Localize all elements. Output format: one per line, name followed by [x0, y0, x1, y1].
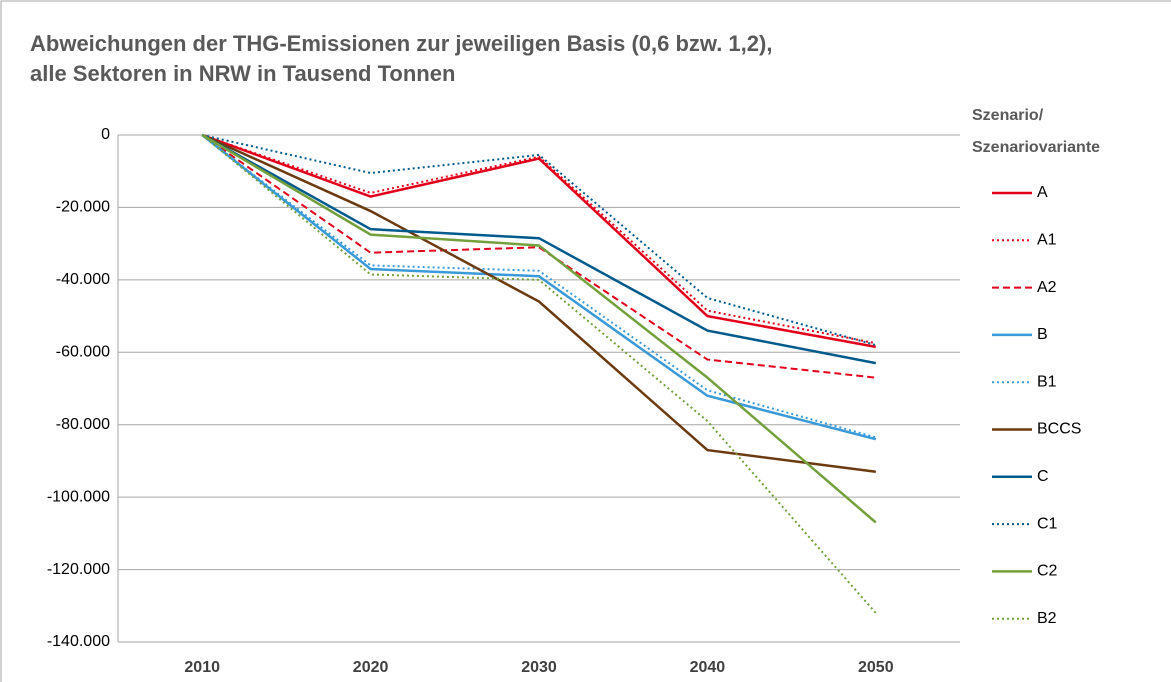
y-tick-label: 0 — [101, 126, 110, 143]
y-tick-label: -60.000 — [56, 344, 110, 361]
series-line — [201, 134, 877, 441]
legend-title: Szenariovariante — [972, 139, 1100, 156]
legend-label: C1 — [1037, 515, 1058, 532]
legend-label: B1 — [1037, 373, 1057, 390]
series-line — [201, 134, 877, 439]
legend-label: A2 — [1037, 279, 1057, 296]
series-line — [201, 133, 877, 524]
y-tick-label: -120.000 — [47, 561, 110, 578]
chart-title: Abweichungen der THG-Emissionen zur jewe… — [30, 31, 772, 56]
series-line — [201, 134, 877, 347]
legend-label: BCCS — [1037, 421, 1081, 438]
x-tick-label: 2030 — [521, 659, 557, 676]
series-line — [201, 134, 877, 614]
legend-label: B2 — [1037, 610, 1057, 627]
series-line — [201, 134, 876, 345]
x-tick-label: 2020 — [353, 659, 389, 676]
series-line — [201, 134, 876, 379]
x-tick-label: 2050 — [858, 659, 894, 676]
legend-label: A — [1037, 184, 1048, 201]
y-tick-label: -80.000 — [56, 416, 110, 433]
y-tick-label: -140.000 — [47, 633, 110, 650]
series-line — [201, 133, 877, 349]
x-tick-label: 2010 — [184, 659, 220, 676]
legend-title: Szenario/ — [972, 107, 1044, 124]
legend-label: C — [1037, 468, 1049, 485]
series-line — [201, 133, 876, 474]
x-tick-label: 2040 — [690, 659, 726, 676]
y-tick-label: -40.000 — [56, 271, 110, 288]
y-tick-label: -20.000 — [56, 199, 110, 216]
legend-label: C2 — [1037, 563, 1058, 580]
chart-title: alle Sektoren in NRW in Tausend Tonnen — [30, 61, 455, 86]
legend-label: A1 — [1037, 232, 1057, 249]
legend-label: B — [1037, 326, 1048, 343]
series-line — [201, 133, 877, 365]
y-tick-label: -100.000 — [47, 488, 110, 505]
